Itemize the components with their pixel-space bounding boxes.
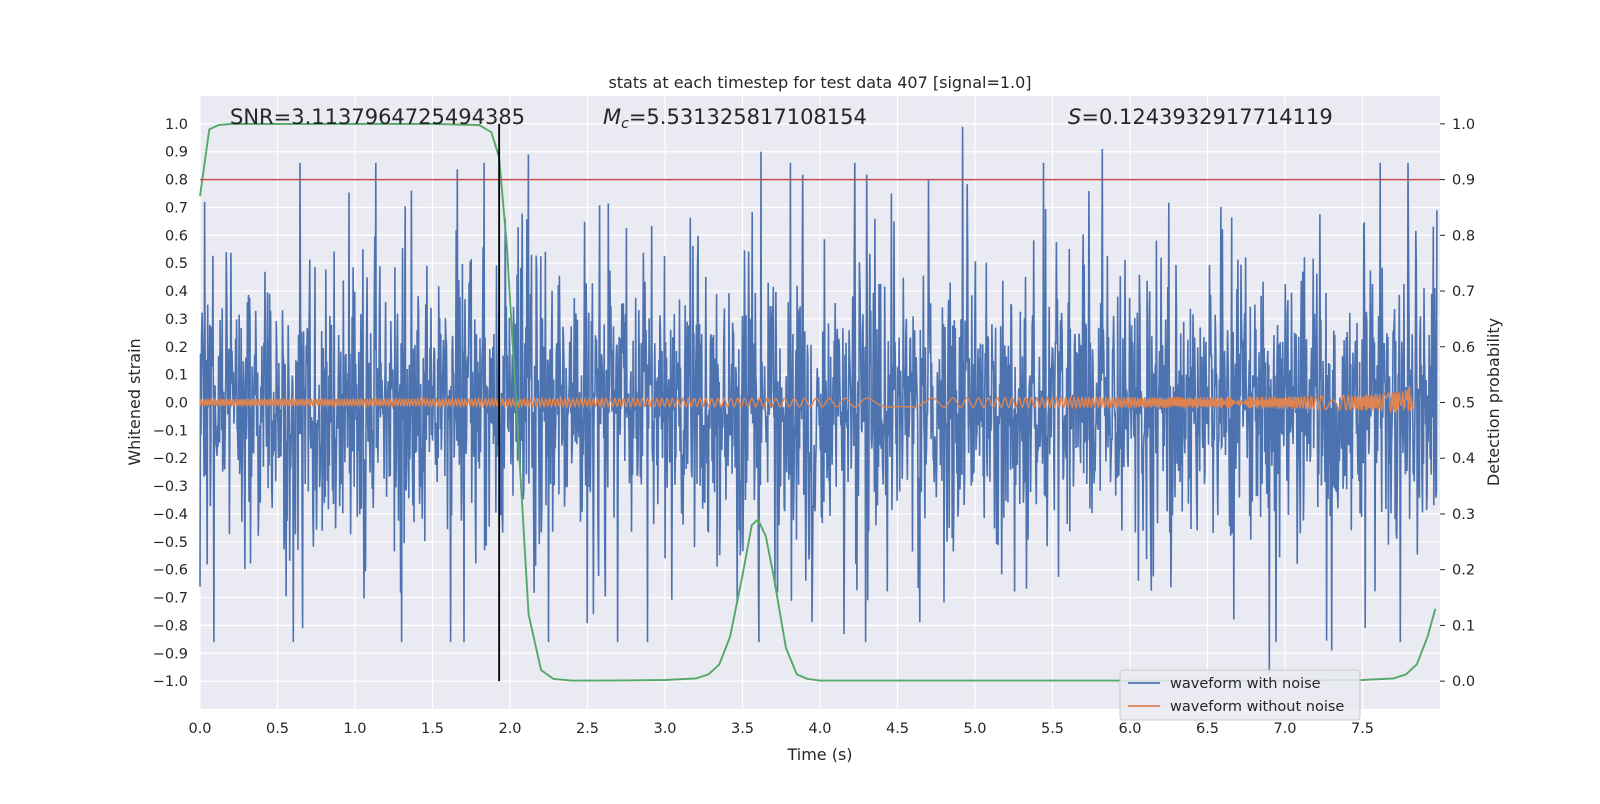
chirp-mass-annotation: Mc=5.531325817108154 (603, 105, 867, 132)
y-tick-label-left: 0.1 (165, 368, 188, 384)
chart-title: stats at each timestep for test data 407… (608, 73, 1031, 92)
y-tick-label-right: 0.1 (1452, 618, 1475, 634)
y-tick-label-right: 0.8 (1452, 228, 1475, 244)
x-tick-label: 5.0 (963, 721, 986, 737)
x-tick-label: 7.0 (1273, 721, 1296, 737)
y-tick-label-left: −0.8 (153, 618, 188, 634)
y-tick-label-right: 0.7 (1452, 284, 1475, 300)
x-tick-label: 3.0 (653, 721, 676, 737)
y-tick-label-right: 0.9 (1452, 173, 1475, 189)
y-tick-label-right: 0.0 (1452, 674, 1475, 690)
legend-label-noise: waveform with noise (1170, 676, 1321, 692)
s-annotation: S=0.1243932917714119 (1068, 105, 1333, 129)
y-tick-label-right: 0.3 (1452, 507, 1475, 523)
y-tick-label-left: −0.5 (153, 535, 188, 551)
x-tick-label: 7.5 (1351, 721, 1374, 737)
x-tick-label: 6.0 (1118, 721, 1141, 737)
x-tick-label: 2.0 (498, 721, 521, 737)
y-tick-label-left: 0.0 (165, 396, 188, 412)
y-tick-label-left: 0.4 (165, 284, 188, 300)
x-axis-label: Time (s) (786, 745, 852, 764)
chirp-mass-symbol: M (603, 105, 621, 129)
x-tick-label: 2.5 (576, 721, 599, 737)
y-tick-label-left: 0.9 (165, 145, 188, 161)
x-tick-label: 1.5 (421, 721, 444, 737)
y-tick-label-right: 0.4 (1452, 451, 1475, 467)
x-tick-label: 5.5 (1041, 721, 1064, 737)
x-tick-label: 4.0 (808, 721, 831, 737)
x-tick-label: 6.5 (1196, 721, 1219, 737)
legend-box (1119, 669, 1361, 721)
y-tick-label-left: 0.8 (165, 173, 188, 189)
y-tick-label-left: −0.9 (153, 646, 188, 662)
x-tick-label: 1.0 (343, 721, 366, 737)
y-tick-label-left: −0.7 (153, 591, 188, 607)
y-tick-label-right: 1.0 (1452, 117, 1475, 133)
y-axis-label-left: Whitened strain (125, 338, 144, 465)
y-tick-label-right: 0.6 (1452, 340, 1475, 356)
chirp-mass-subscript: c (621, 116, 629, 132)
y-tick-label-left: −0.6 (153, 563, 188, 579)
y-axis-label-right: Detection probability (1484, 318, 1503, 486)
y-tick-label-left: −0.3 (153, 479, 188, 495)
x-tick-label: 4.5 (886, 721, 909, 737)
y-tick-label-right: 0.2 (1452, 563, 1475, 579)
snr-annotation: SNR=3.1137964725494385 (230, 105, 525, 129)
y-tick-label-left: 0.2 (165, 340, 188, 356)
series-waveform-with-noise (199, 126, 1438, 673)
y-tick-label-left: 0.7 (165, 200, 188, 216)
legend-label-clean: waveform without noise (1170, 699, 1344, 715)
ticks-layer: 0.0 0.5 1.0 1.5 2.0 2.5 3.0 3.5 4.0 4.5 5.0 5.5 6.0 6… (153, 117, 1475, 737)
chirp-mass-value: =5.531325817108154 (629, 105, 867, 129)
y-tick-label-right: 0.5 (1452, 396, 1475, 412)
y-tick-label-left: 1.0 (165, 117, 188, 133)
y-tick-label-left: 0.3 (165, 312, 188, 328)
y-tick-label-left: 0.5 (165, 256, 188, 272)
s-symbol: S (1068, 105, 1081, 129)
x-tick-label: 3.5 (731, 721, 754, 737)
y-tick-label-left: −0.4 (153, 507, 188, 523)
x-tick-label: 0.5 (266, 721, 289, 737)
y-tick-label-left: −0.2 (153, 451, 188, 467)
series-waveform-without-noise (199, 386, 1415, 413)
s-value: =0.1243932917714119 (1081, 105, 1332, 129)
y-tick-label-left: 0.6 (165, 228, 188, 244)
legend: waveform with noise waveform without noi… (1119, 669, 1361, 721)
y-tick-label-left: −1.0 (153, 674, 188, 690)
x-tick-label: 0.0 (188, 721, 211, 737)
y-tick-label-left: −0.1 (153, 423, 188, 439)
